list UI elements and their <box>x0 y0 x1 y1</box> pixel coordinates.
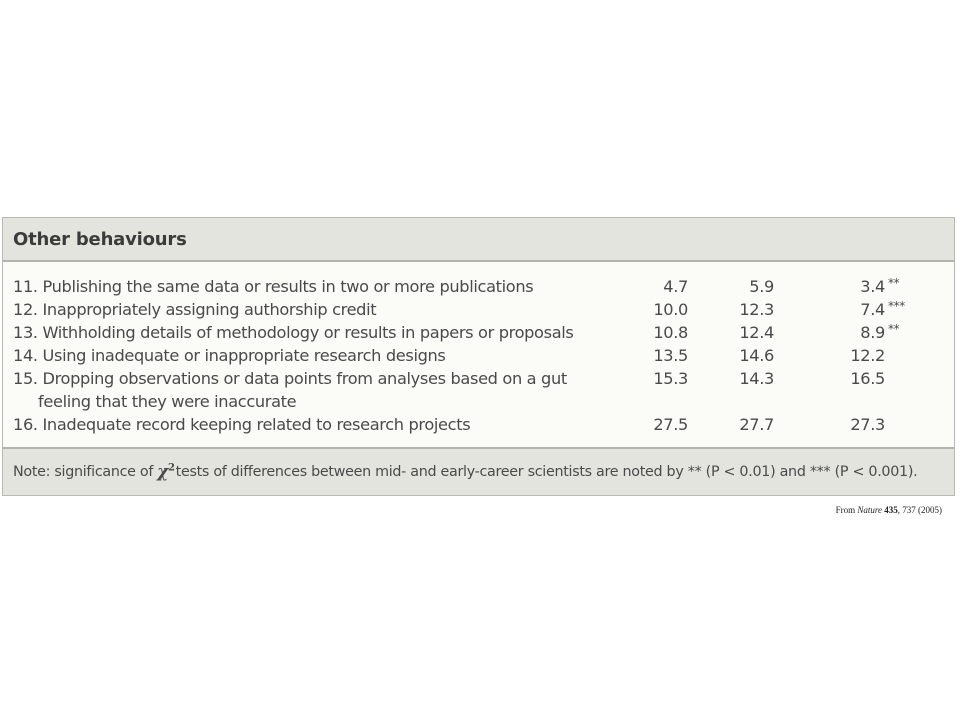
early-career-value: 14.3 <box>739 369 774 388</box>
mid-career-value: 10.0 <box>653 300 688 319</box>
table-title: Other behaviours <box>13 228 187 250</box>
early-career-value: 5.9 <box>749 277 774 296</box>
source-citation: From Nature 435, 737 (2005) <box>836 505 942 515</box>
third-column-value: 16.5 <box>850 369 885 388</box>
table-body: 11. Publishing the same data or results … <box>3 262 954 447</box>
third-column-value: 27.3 <box>850 415 885 434</box>
mid-career-value: 27.5 <box>653 415 688 434</box>
early-career-value: 12.3 <box>739 300 774 319</box>
mid-career-value: 10.8 <box>653 323 688 342</box>
note-prefix: Note: significance of <box>13 464 154 480</box>
third-column-value: 8.9 <box>860 323 885 342</box>
chi-exponent: 2 <box>168 462 175 474</box>
source-rest: , 737 (2005) <box>897 505 942 515</box>
mid-career-value: 15.3 <box>653 369 688 388</box>
row-label: 12. Inappropriately assigning authorship… <box>13 300 377 319</box>
table-row: 16. Inadequate record keeping related to… <box>3 413 954 436</box>
early-career-value: 14.6 <box>739 346 774 365</box>
row-label: 11. Publishing the same data or results … <box>13 277 534 296</box>
source-from: From <box>835 505 856 515</box>
row-label: 13. Withholding details of methodology o… <box>13 323 574 342</box>
row-label-line2: feeling that they were inaccurate <box>38 392 297 411</box>
behaviours-table: Other behaviours 11. Publishing the same… <box>2 217 955 496</box>
table-row: 13. Withholding details of methodology o… <box>3 321 954 344</box>
third-column-value: 12.2 <box>850 346 885 365</box>
table-note: Note: significance of χ2 tests of differ… <box>3 447 954 495</box>
mid-career-value: 13.5 <box>653 346 688 365</box>
row-label: 16. Inadequate record keeping related to… <box>13 415 471 434</box>
table-header: Other behaviours <box>3 218 954 262</box>
mid-career-value: 4.7 <box>663 277 688 296</box>
significance-marker: ** <box>888 322 900 336</box>
table-row: 15. Dropping observations or data points… <box>3 367 954 413</box>
source-volume: 435 <box>884 505 898 515</box>
chi-letter: χ <box>157 462 168 482</box>
third-column-value: 7.4 <box>860 300 885 319</box>
table-row: 12. Inappropriately assigning authorship… <box>3 298 954 321</box>
third-column-value: 3.4 <box>860 277 885 296</box>
source-journal: Nature <box>857 505 882 515</box>
significance-marker: ** <box>888 276 900 290</box>
table-row: 11. Publishing the same data or results … <box>3 275 954 298</box>
row-label: 14. Using inadequate or inappropriate re… <box>13 346 446 365</box>
early-career-value: 27.7 <box>739 415 774 434</box>
row-label-line1: 15. Dropping observations or data points… <box>13 369 567 388</box>
early-career-value: 12.4 <box>739 323 774 342</box>
table-row: 14. Using inadequate or inappropriate re… <box>3 344 954 367</box>
chi-squared-symbol: χ2 <box>157 462 175 482</box>
row-label: 15. Dropping observations or data points… <box>13 367 613 413</box>
note-suffix: tests of differences between mid- and ea… <box>175 464 918 480</box>
significance-marker: *** <box>888 299 905 313</box>
